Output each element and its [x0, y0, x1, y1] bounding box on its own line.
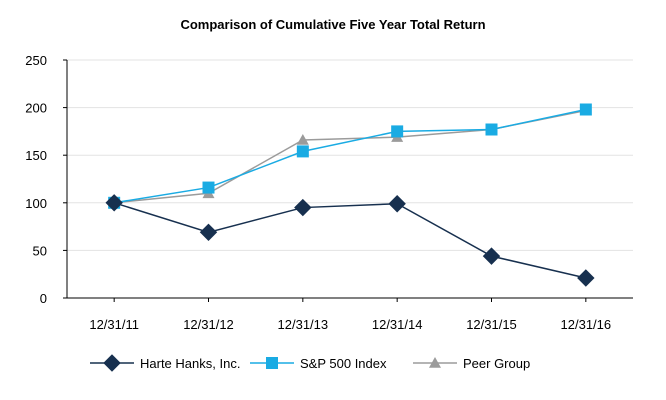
data-point — [482, 247, 501, 265]
legend: Harte Hanks, Inc. S&P 500 Index Peer Group — [90, 354, 530, 372]
gridlines — [67, 59, 633, 251]
legend-item: Peer Group — [413, 356, 530, 371]
legend-label: S&P 500 Index — [300, 356, 387, 371]
series-0 — [105, 194, 595, 287]
x-tick-label: 12/31/15 — [466, 317, 517, 332]
y-axis-ticks: 0 50 100 150 200 250 — [25, 53, 67, 306]
data-point — [202, 181, 215, 194]
y-tick-label: 150 — [25, 148, 47, 163]
legend-label: Harte Hanks, Inc. — [140, 356, 240, 371]
data-point — [485, 123, 498, 136]
axes — [66, 60, 633, 299]
x-tick-label: 12/31/13 — [278, 317, 329, 332]
data-point — [579, 103, 592, 116]
chart-title: Comparison of Cumulative Five Year Total… — [180, 17, 485, 32]
series-line — [114, 108, 586, 204]
data-point — [577, 269, 595, 287]
series-line — [113, 202, 587, 279]
x-tick-label: 12/31/11 — [89, 317, 139, 332]
data-point — [388, 195, 406, 213]
x-tick-label: 12/31/16 — [561, 317, 612, 332]
y-tick-label: 0 — [40, 291, 47, 306]
x-axis-ticks: 12/31/11 12/31/12 12/31/13 12/31/14 12/31/15… — [89, 298, 611, 332]
series-layer — [105, 103, 595, 287]
legend-item: S&P 500 Index — [250, 356, 387, 371]
y-tick-label: 100 — [25, 196, 47, 211]
legend-label: Peer Group — [463, 356, 530, 371]
x-tick-label: 12/31/12 — [183, 317, 234, 332]
y-tick-label: 250 — [25, 53, 47, 68]
data-point — [296, 133, 309, 145]
data-point — [296, 145, 309, 158]
legend-marker — [103, 354, 121, 372]
legend-item: Harte Hanks, Inc. — [90, 354, 240, 372]
data-point — [105, 194, 123, 212]
series-1 — [108, 103, 592, 209]
data-point — [294, 198, 312, 217]
y-tick-label: 50 — [33, 243, 47, 258]
legend-marker — [266, 357, 278, 369]
y-tick-label: 200 — [25, 101, 47, 116]
legend-marker — [429, 357, 441, 368]
data-point — [199, 223, 218, 242]
data-point — [391, 125, 404, 138]
x-tick-label: 12/31/14 — [372, 317, 423, 332]
